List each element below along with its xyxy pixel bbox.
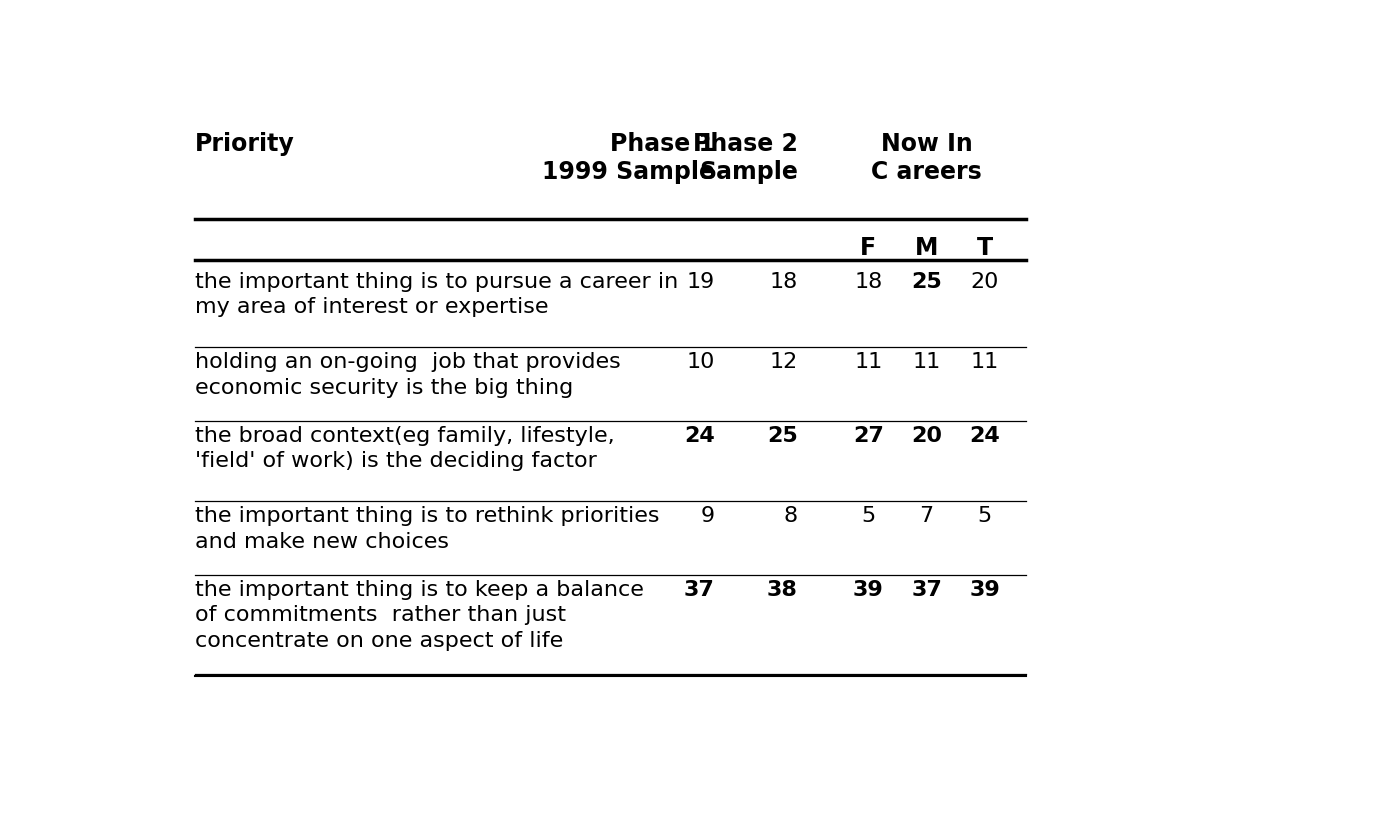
Text: Priority: Priority [194,132,295,156]
Text: the important thing is to pursue a career in
my area of interest or expertise: the important thing is to pursue a caree… [194,272,677,317]
Text: 10: 10 [686,352,715,372]
Text: 25: 25 [767,426,798,446]
Text: Phase 1
1999 Sample: Phase 1 1999 Sample [542,132,715,184]
Text: F: F [860,236,877,260]
Text: the important thing is to keep a balance
of commitments  rather than just
concen: the important thing is to keep a balance… [194,580,644,651]
Text: 9: 9 [701,506,715,526]
Text: Phase 2
Sample: Phase 2 Sample [692,132,798,184]
Text: 11: 11 [971,352,999,372]
Text: 37: 37 [911,580,942,600]
Text: 24: 24 [969,426,1000,446]
Text: holding an on-going  job that provides
economic security is the big thing: holding an on-going job that provides ec… [194,352,620,397]
Text: 39: 39 [853,580,884,600]
Text: 18: 18 [855,272,882,292]
Text: Now In
C areers: Now In C areers [871,132,982,184]
Text: the broad context(eg family, lifestyle,
'field' of work) is the deciding factor: the broad context(eg family, lifestyle, … [194,426,614,471]
Text: 7: 7 [920,506,933,526]
Text: 19: 19 [686,272,715,292]
Text: the important thing is to rethink priorities
and make new choices: the important thing is to rethink priori… [194,506,659,551]
Text: 5: 5 [978,506,992,526]
Text: 11: 11 [913,352,940,372]
Text: 18: 18 [770,272,798,292]
Text: 20: 20 [911,426,942,446]
Text: 20: 20 [971,272,999,292]
Text: 27: 27 [853,426,884,446]
Text: 8: 8 [784,506,798,526]
Text: 39: 39 [969,580,1000,600]
Text: M: M [915,236,938,260]
Text: 12: 12 [770,352,798,372]
Text: 37: 37 [684,580,715,600]
Text: 5: 5 [861,506,875,526]
Text: 11: 11 [855,352,882,372]
Text: 25: 25 [911,272,942,292]
Text: 38: 38 [767,580,798,600]
Text: 24: 24 [684,426,715,446]
Text: T: T [976,236,993,260]
